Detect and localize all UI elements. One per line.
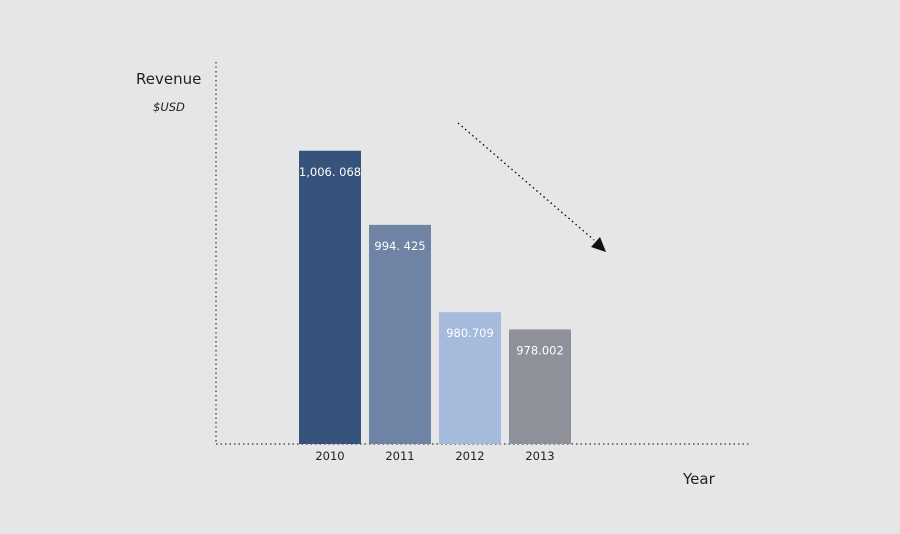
- y-axis-label: Revenue: [136, 70, 202, 88]
- bar-2012: [439, 312, 501, 444]
- data-label-2013: 978.002: [516, 343, 564, 357]
- data-label-2012: 980.709: [446, 326, 494, 340]
- bar-2013: [509, 329, 571, 444]
- bar-2011: [369, 224, 431, 444]
- x-tick-label-2013: 2013: [525, 449, 554, 463]
- x-tick-label-2011: 2011: [385, 449, 414, 463]
- trend-arrowhead: [591, 237, 606, 252]
- x-tick-label-2012: 2012: [455, 449, 484, 463]
- data-label-2010: 1,006. 068: [299, 165, 361, 179]
- bars-group: 1,006. 068 2010 994. 425 2011 980.709 2012 978…: [299, 150, 571, 463]
- x-axis-label: Year: [683, 470, 715, 488]
- trend-line: [457, 122, 595, 241]
- bar-2010: [299, 150, 361, 444]
- y-axis-unit: $USD: [153, 100, 185, 114]
- trend-arrow: [457, 122, 606, 252]
- x-tick-label-2010: 2010: [315, 449, 344, 463]
- data-label-2011: 994. 425: [374, 239, 425, 253]
